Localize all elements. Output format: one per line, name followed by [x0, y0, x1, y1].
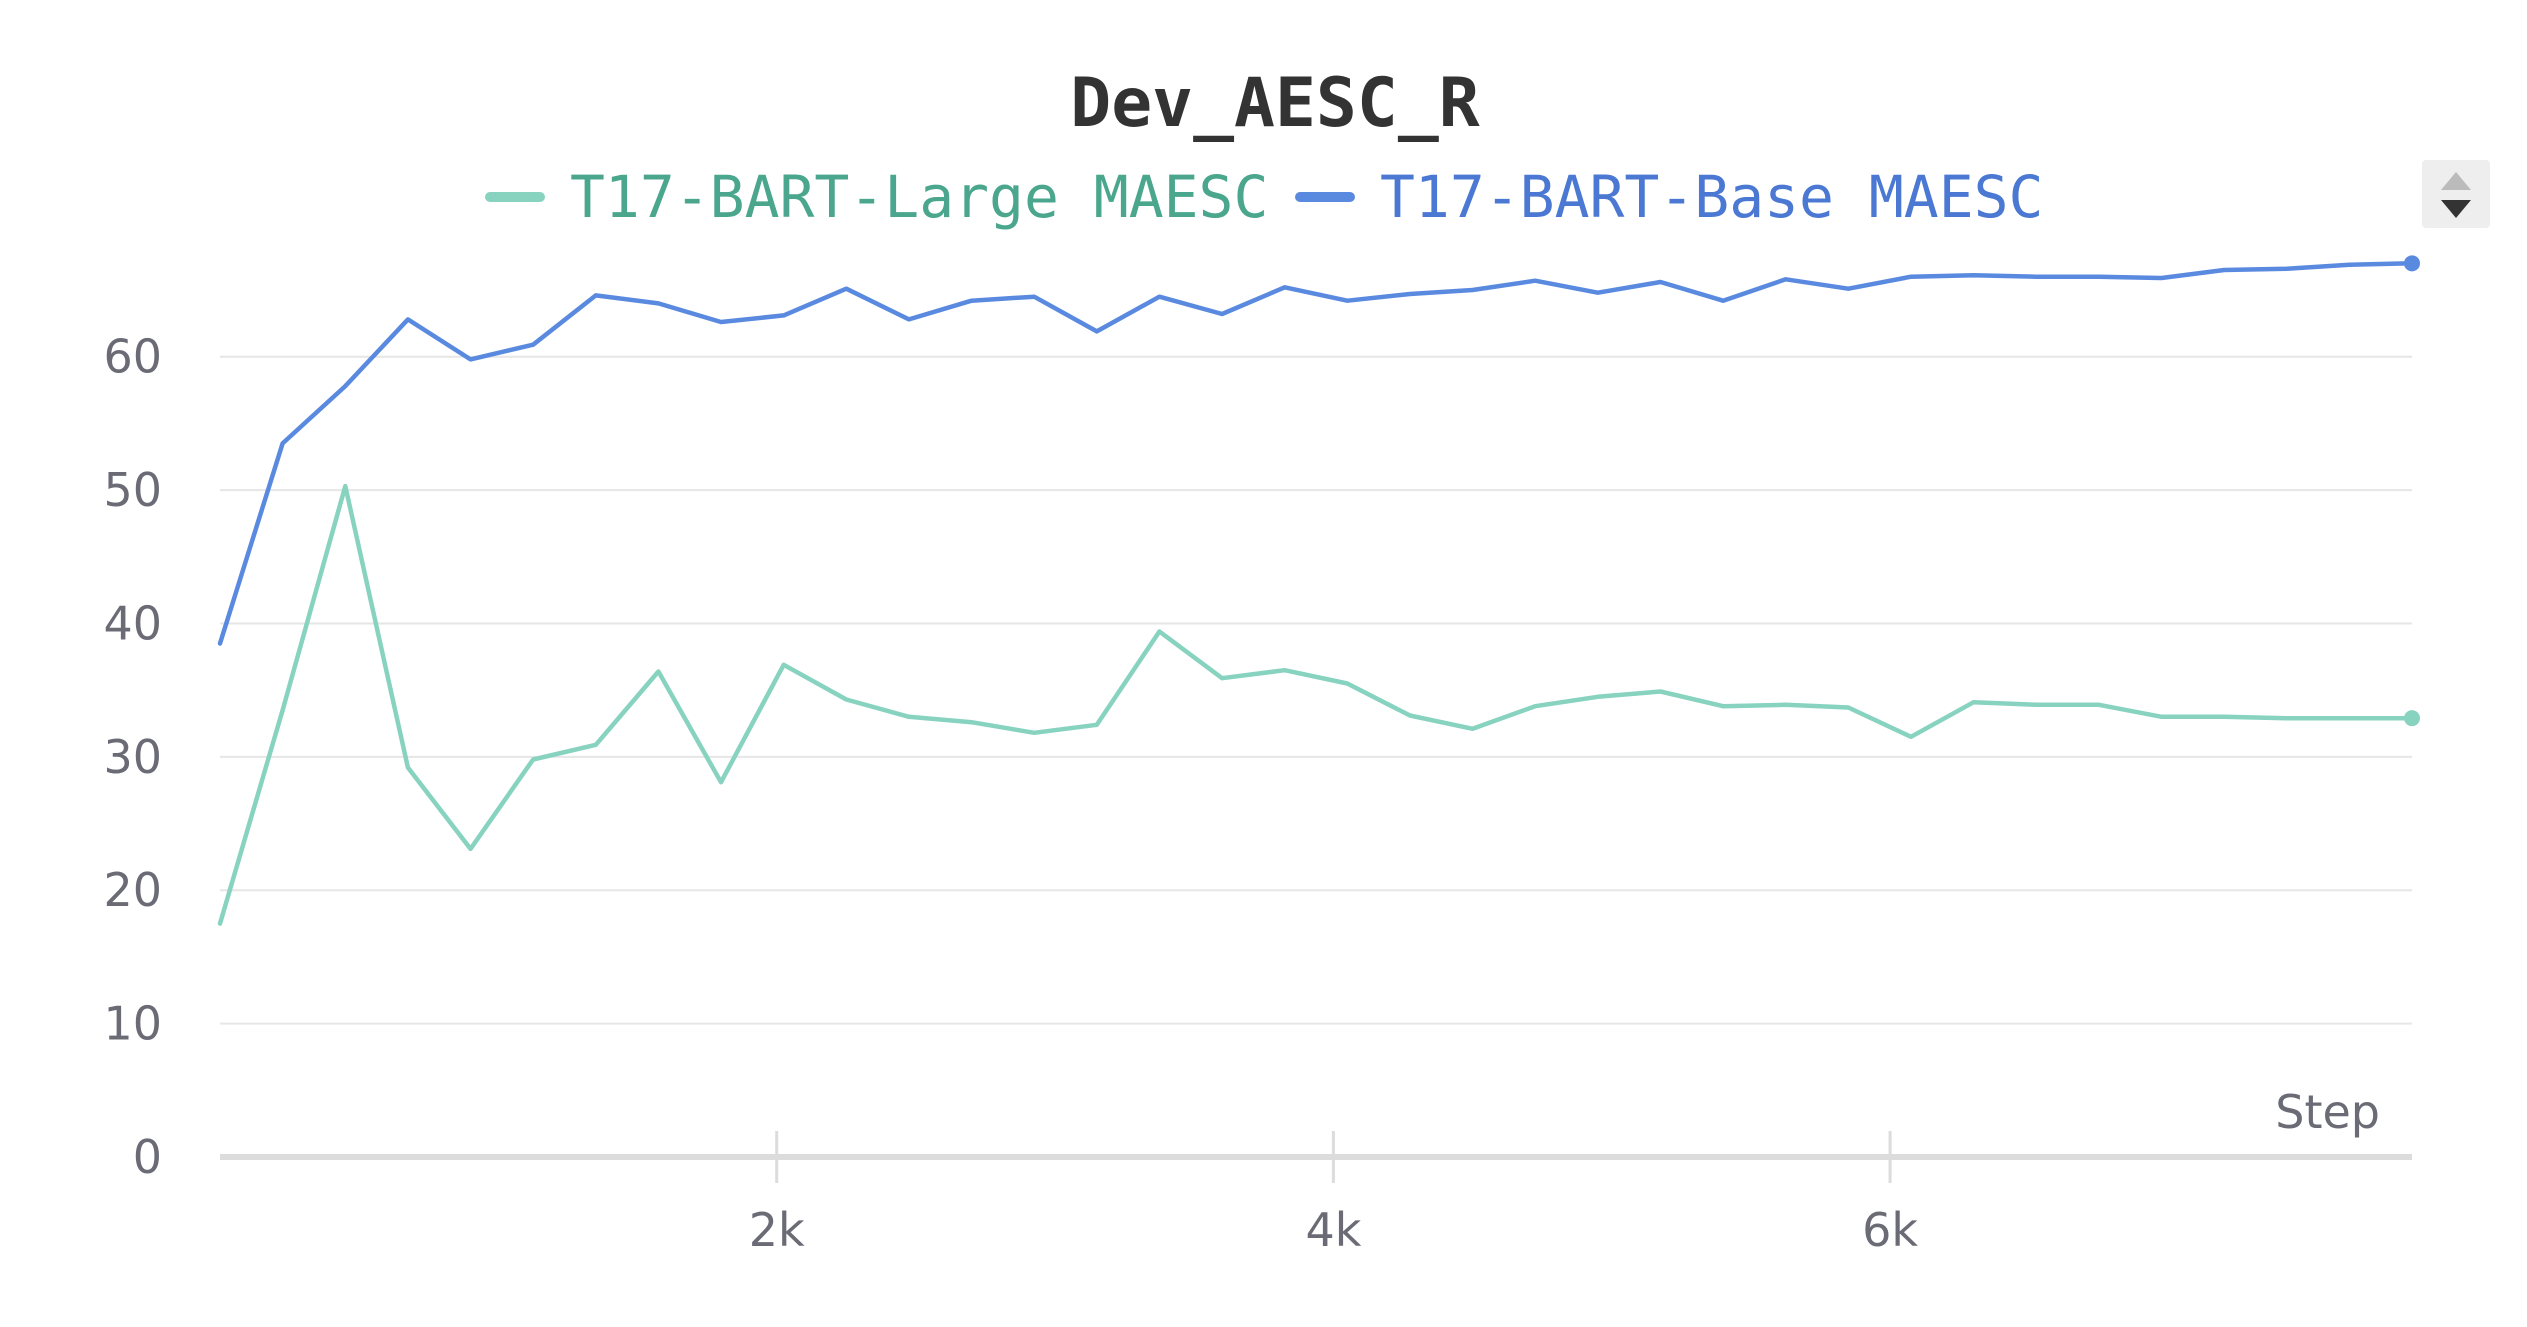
- legend-label: T17-BART-Base MAESC: [1380, 163, 2043, 231]
- legend: T17-BART-Large MAESC T17-BART-Base MAESC: [485, 163, 2043, 231]
- chart-title: Dev_AESC_R: [1070, 64, 1479, 143]
- gridlines: [220, 355, 2412, 1025]
- y-tick-label: 20: [103, 863, 162, 917]
- x-axis-title: Step: [2275, 1085, 2380, 1139]
- y-tick-label: 30: [103, 730, 162, 784]
- series-line: [217, 261, 2415, 646]
- x-tick-label: 4k: [1305, 1203, 1361, 1257]
- legend-item[interactable]: T17-BART-Large MAESC: [485, 163, 1268, 231]
- y-tick-label: 0: [133, 1130, 162, 1184]
- legend-scroll-control[interactable]: [2422, 160, 2490, 228]
- y-axis: 0 10 20 30 40 50 60: [103, 330, 162, 1184]
- legend-label: T17-BART-Large MAESC: [570, 163, 1268, 231]
- y-tick-label: 10: [103, 997, 162, 1051]
- series-line: [217, 483, 2415, 926]
- x-tick-label: 6k: [1862, 1203, 1918, 1257]
- x-axis: 2k 4k 6k: [220, 1131, 2412, 1257]
- series-layer: [217, 255, 2420, 926]
- legend-scroll-background: [2422, 160, 2490, 228]
- y-tick-label: 40: [103, 596, 162, 650]
- legend-item[interactable]: T17-BART-Base MAESC: [1295, 163, 2043, 231]
- series-end-point: [2404, 710, 2420, 727]
- triangle-up-icon[interactable]: [2441, 172, 2471, 190]
- y-tick-label: 60: [103, 330, 162, 384]
- series-end-point: [2404, 255, 2420, 272]
- y-tick-label: 50: [103, 463, 162, 517]
- triangle-down-icon[interactable]: [2441, 200, 2471, 218]
- x-tick-label: 2k: [749, 1203, 805, 1257]
